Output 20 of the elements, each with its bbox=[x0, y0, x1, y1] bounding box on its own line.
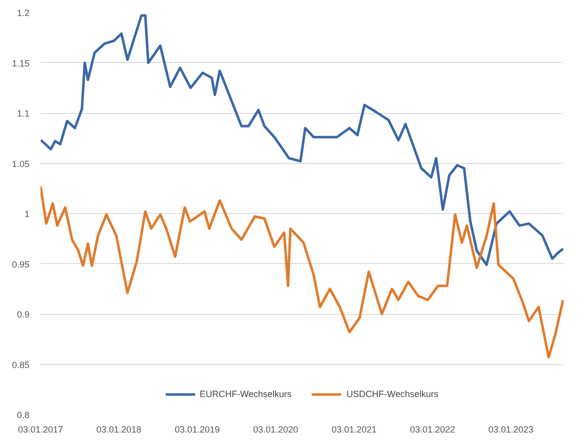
y-tick-label: 1 bbox=[24, 209, 30, 219]
x-tick-label: 03.01.2023 bbox=[488, 424, 534, 434]
y-tick-label: 1.15 bbox=[12, 58, 30, 68]
x-tick-label: 03.01.2018 bbox=[96, 424, 142, 434]
y-tick-label: 0.85 bbox=[12, 360, 30, 370]
x-tick-label: 03.01.2020 bbox=[253, 424, 298, 434]
line-series bbox=[40, 14, 564, 266]
y-tick-label: 0.9 bbox=[16, 310, 30, 320]
y-tick-label: 0.8 bbox=[16, 410, 30, 420]
x-tick-label: 03.01.2021 bbox=[332, 424, 377, 434]
x-tick-label: 03.01.2019 bbox=[174, 424, 220, 434]
y-tick-label: 1.2 bbox=[16, 8, 30, 18]
x-tick-label: 03.01.2017 bbox=[18, 424, 64, 434]
x-tick-label: 03.01.2022 bbox=[410, 424, 456, 434]
y-tick-label: 1.1 bbox=[16, 108, 30, 118]
y-tick-label: 0.95 bbox=[12, 259, 30, 270]
y-tick-label: 1.05 bbox=[12, 158, 30, 169]
legend-label: USDCHF-Wechselkurs bbox=[346, 389, 438, 399]
line-series bbox=[40, 185, 564, 358]
legend-label: EURCHF-Wechselkurs bbox=[200, 389, 292, 399]
